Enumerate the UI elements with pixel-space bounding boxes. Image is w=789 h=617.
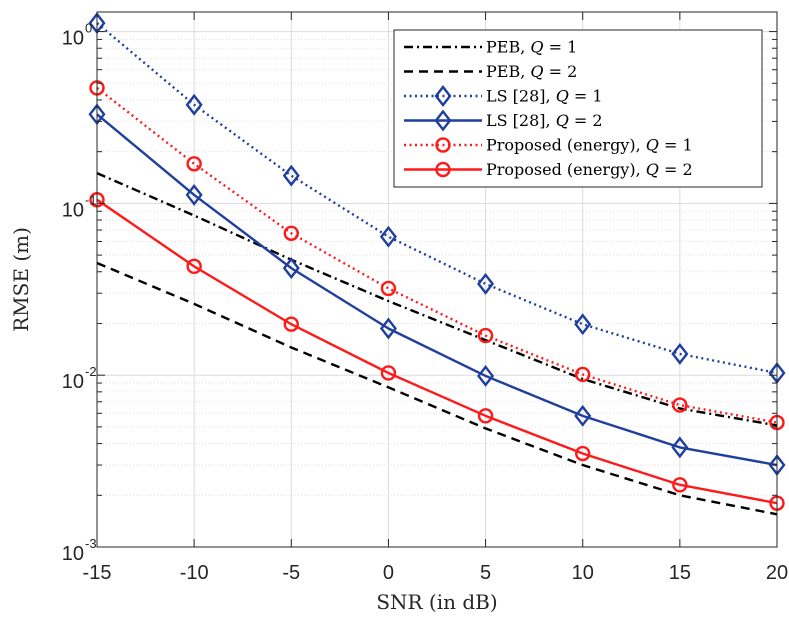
- x-tick-label: 20: [766, 562, 788, 584]
- series-5-line: [96, 86, 778, 424]
- legend-entry-variable: Q: [646, 136, 659, 155]
- legend-entry-value: = 1: [544, 38, 578, 57]
- series-6-marker: [672, 477, 688, 493]
- series-6-marker: [283, 316, 299, 332]
- legend-marker-3: [434, 85, 452, 107]
- legend-entry-1: PEB, Q = 1: [486, 38, 577, 57]
- legend-entry-prefix: PEB,: [486, 38, 530, 57]
- y-tick-label: 10: [62, 371, 84, 393]
- y-axis-label: RMSE (m): [9, 227, 33, 332]
- series-6-marker: [477, 408, 494, 424]
- x-tick-label: 5: [480, 562, 491, 584]
- legend-entry-value: = 1: [569, 87, 603, 106]
- series-4-marker: [185, 183, 203, 206]
- series-4-marker: [477, 364, 495, 387]
- series-layer: [88, 12, 786, 516]
- x-tick-label: -15: [83, 562, 112, 584]
- series-6-marker: [186, 258, 202, 275]
- x-axis-label: SNR (in dB): [376, 590, 497, 614]
- series-4: [88, 103, 786, 476]
- series-3-marker: [379, 225, 397, 248]
- series-4-marker: [282, 257, 300, 280]
- series-6: [89, 192, 785, 511]
- y-tick-label: 10: [62, 543, 84, 565]
- x-tick-label: 0: [383, 562, 394, 584]
- series-1: [96, 172, 778, 427]
- legend-entry-prefix: Proposed (energy),: [486, 136, 646, 155]
- series-5: [89, 80, 785, 431]
- legend-entry-6: Proposed (energy), Q = 2: [486, 160, 693, 179]
- series-4-line: [96, 113, 778, 467]
- series-4-marker: [574, 404, 592, 427]
- y-tick-exponent: -2: [85, 364, 97, 379]
- series-5-marker: [380, 280, 397, 297]
- x-tick-label: 10: [572, 562, 594, 584]
- legend-entry-variable: Q: [556, 87, 569, 106]
- y-tick-exponent: -1: [85, 192, 97, 207]
- series-6-marker: [575, 445, 591, 462]
- series-6-marker: [380, 365, 397, 381]
- x-tick-label: -10: [180, 562, 209, 584]
- legend-marker-6: [435, 161, 451, 178]
- series-5-marker: [186, 156, 202, 172]
- series-3-marker: [477, 272, 495, 295]
- legend-box: [393, 29, 763, 188]
- y-tick-label: 10: [62, 199, 84, 221]
- series-2: [96, 261, 778, 516]
- legend-entry-4: LS [28], Q = 2: [486, 111, 603, 130]
- plot-frame: [96, 11, 778, 548]
- series-6-line: [96, 198, 778, 505]
- legend-entry-3: LS [28], Q = 1: [486, 87, 603, 106]
- series-2-line: [96, 261, 778, 516]
- series-4-marker: [379, 317, 397, 340]
- legend-entry-variable: Q: [530, 62, 543, 81]
- series-3-marker: [574, 313, 592, 336]
- legend-entry-variable: Q: [646, 160, 659, 179]
- legend-entry-prefix: PEB,: [486, 62, 530, 81]
- y-tick-exponent: -3: [85, 536, 97, 551]
- legend-entry-value: = 1: [659, 136, 693, 155]
- legend-entry-prefix: LS [28],: [486, 111, 556, 130]
- legend-entry-variable: Q: [530, 38, 543, 57]
- x-tick-label: 15: [669, 562, 691, 584]
- y-tick-label: 10: [62, 28, 84, 50]
- legend-entry-value: = 2: [659, 160, 693, 179]
- series-5-marker: [477, 327, 494, 344]
- legend-entry-value: = 2: [569, 111, 603, 130]
- series-5-marker: [575, 366, 591, 383]
- series-3-marker: [282, 164, 300, 187]
- legend-marker-4: [434, 109, 452, 132]
- series-4-marker: [671, 436, 689, 459]
- legend-entry-prefix: LS [28],: [486, 87, 556, 106]
- legend-entry-5: Proposed (energy), Q = 1: [486, 136, 693, 155]
- series-3-marker: [185, 93, 203, 116]
- series-5-marker: [283, 225, 299, 241]
- legend-marker-5: [435, 137, 451, 153]
- series-1-line: [96, 172, 778, 427]
- series-5-marker: [672, 397, 688, 413]
- legend-entry-variable: Q: [556, 111, 569, 130]
- legend-entry-prefix: Proposed (energy),: [486, 160, 646, 179]
- legend-entry-2: PEB, Q = 2: [486, 62, 577, 81]
- legend-entry-value: = 2: [544, 62, 578, 81]
- series-3-marker: [671, 342, 689, 365]
- y-tick-exponent: 0: [85, 21, 92, 36]
- x-tick-label: -5: [282, 562, 300, 584]
